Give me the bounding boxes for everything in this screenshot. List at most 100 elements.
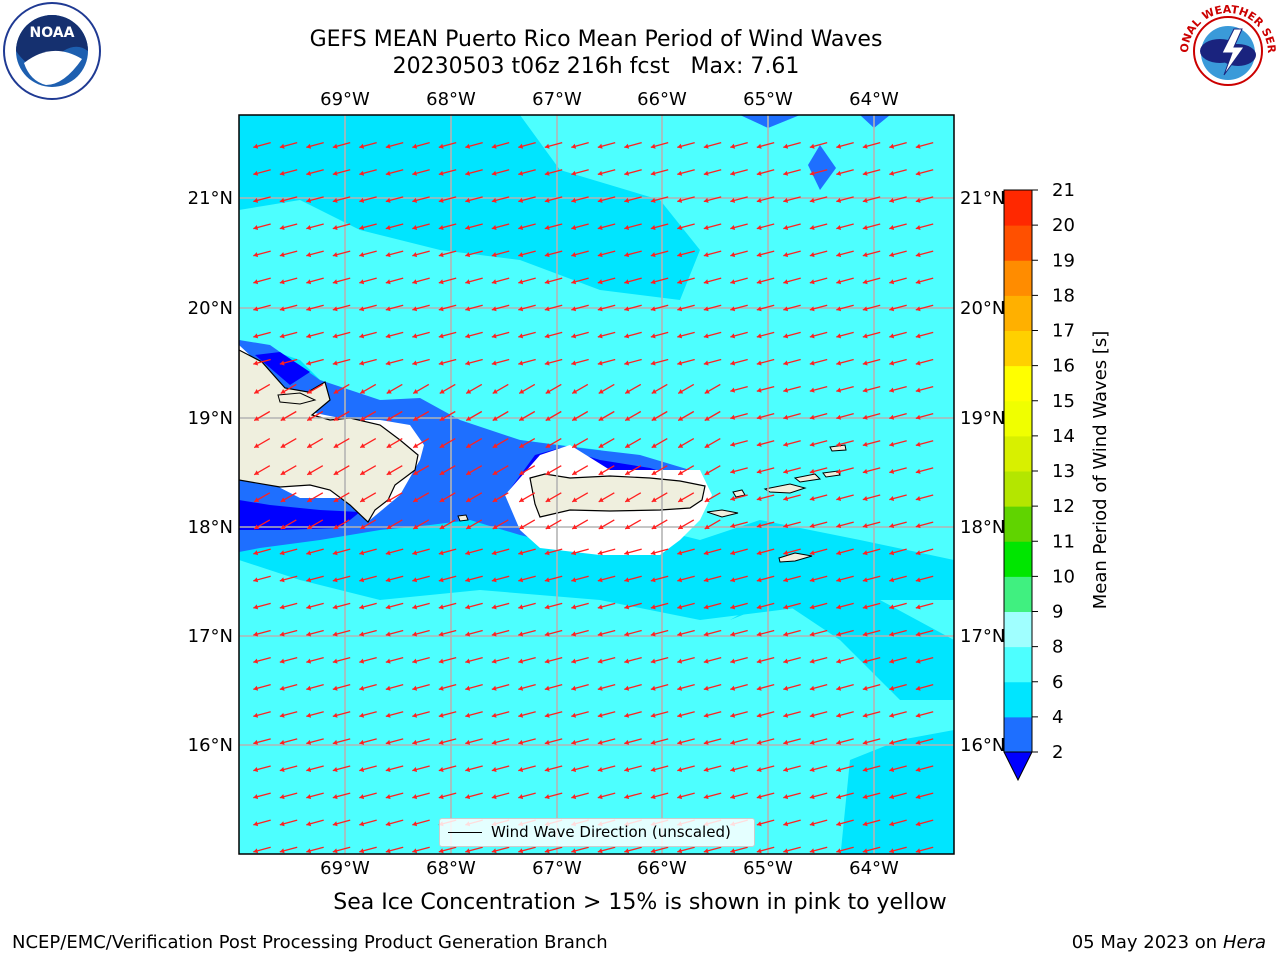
wave-direction-arrowhead (651, 443, 657, 448)
wave-direction-arrowhead (915, 143, 921, 149)
wave-direction-arrowhead (492, 416, 498, 421)
wave-direction-arrowhead (332, 685, 338, 691)
wave-direction-arrowhead (359, 604, 365, 610)
wave-direction-arrowhead (836, 279, 842, 285)
wave-direction-arrowhead (306, 550, 312, 556)
lon-label-bottom-3: 67°W (532, 858, 582, 879)
wave-direction-arrowhead (650, 360, 656, 366)
wave-direction-arrowhead (915, 523, 921, 529)
wave-direction-arrowhead (756, 496, 762, 502)
lon-label-top-3: 67°W (532, 89, 582, 110)
colorbar-tick-label: 18 (1052, 285, 1075, 306)
wave-direction-arrowhead (518, 631, 524, 637)
wave-direction-arrowhead (332, 550, 338, 556)
wave-direction-arrowhead (544, 604, 550, 610)
wave-direction-arrowhead (624, 631, 630, 637)
chart-subtitle: 20230503 t06z 216h fcst Max: 7.61 (392, 54, 800, 79)
wave-direction-arrowhead (333, 470, 339, 475)
wave-direction-arrowhead (597, 577, 603, 583)
wave-direction-arrowhead (332, 306, 338, 312)
footer-date-text: 05 May 2023 on (1071, 932, 1218, 953)
wave-direction-arrowhead (703, 197, 709, 203)
wave-direction-arrowhead (915, 631, 921, 637)
wave-direction-arrowhead (519, 389, 525, 394)
wave-direction-arrowhead (253, 279, 259, 285)
wave-direction-arrowhead (412, 577, 418, 583)
wave-direction-arrowhead (756, 604, 762, 610)
wave-direction-arrowhead (862, 685, 868, 691)
wave-direction-arrowhead (756, 658, 762, 664)
wave-direction-arrowhead (465, 577, 471, 583)
wave-direction-arrowhead (307, 443, 313, 448)
wave-direction-arrowhead (279, 225, 285, 231)
wave-direction-arrowhead (572, 416, 578, 421)
wave-direction-arrowhead (783, 441, 789, 447)
wave-direction-arrowhead (836, 631, 842, 637)
wave-direction-arrowhead (915, 225, 921, 231)
wave-direction-arrowhead (703, 360, 709, 366)
lat-label-left-4: 18°N (188, 517, 233, 538)
legend-line-icon (448, 832, 482, 833)
wave-direction-arrowhead (783, 360, 789, 366)
wave-direction-arrowhead (385, 360, 391, 366)
wave-direction-arrowhead (465, 170, 471, 176)
wave-direction-arrowhead (730, 712, 736, 718)
wave-direction-arrowhead (279, 631, 285, 637)
wave-direction-arrowhead (465, 333, 471, 339)
wave-direction-arrowhead (889, 848, 895, 854)
wave-direction-arrowhead (756, 225, 762, 231)
wave-direction-arrowhead (438, 143, 444, 149)
wave-direction-arrowhead (650, 225, 656, 231)
colorbar-segment (1004, 260, 1032, 296)
wave-direction-arrowhead (545, 470, 551, 475)
colorbar-segment (1004, 190, 1032, 226)
wave-direction-arrowhead (412, 794, 418, 800)
colorbar-tick-label: 12 (1052, 496, 1075, 517)
culebra-island (732, 489, 746, 498)
wave-direction-arrowhead (279, 712, 285, 718)
wave-direction-arrowhead (385, 143, 391, 149)
wave-direction-arrowhead (889, 685, 895, 691)
wave-direction-arrowhead (307, 497, 313, 502)
wave-direction-arrowhead (332, 225, 338, 231)
wave-direction-arrowhead (677, 143, 683, 149)
wave-direction-arrowhead (783, 496, 789, 502)
wave-direction-arrowhead (253, 306, 259, 312)
wave-direction-arrowhead (439, 524, 445, 529)
wave-direction-arrowhead (385, 712, 391, 718)
wave-direction-arrowhead (889, 441, 895, 447)
wave-direction-arrowhead (491, 577, 497, 583)
wave-direction-arrowhead (862, 360, 868, 366)
wave-direction-arrowhead (862, 739, 868, 745)
wave-direction-arrowhead (572, 497, 578, 502)
wave-direction-arrowhead (279, 143, 285, 149)
wave-direction-arrowhead (571, 685, 577, 691)
wave-direction-arrowhead (809, 604, 815, 610)
wave-direction-arrowhead (465, 767, 471, 773)
colorbar-tick-label: 17 (1052, 321, 1075, 342)
wave-direction-arrowhead (571, 604, 577, 610)
wave-direction-arrowhead (438, 225, 444, 231)
wave-direction-arrowhead (915, 848, 921, 854)
wave-direction-arrowhead (677, 712, 683, 718)
wave-direction-arrowhead (438, 848, 444, 854)
wave-direction-arrowhead (730, 333, 736, 339)
wave-direction-arrowhead (703, 685, 709, 691)
wave-direction-arrowhead (730, 631, 736, 637)
colorbar-tick-label: 2 (1052, 742, 1063, 763)
wave-direction-arrowhead (915, 739, 921, 745)
wave-direction-arrowhead (809, 252, 815, 258)
wave-direction-arrowhead (730, 658, 736, 664)
wave-direction-arrowhead (677, 577, 683, 583)
wave-direction-arrowhead (253, 333, 259, 339)
wave-direction-arrowhead (730, 225, 736, 231)
wave-direction-arrowhead (306, 604, 312, 610)
wave-direction-arrowhead (889, 794, 895, 800)
wave-direction-arrowhead (306, 252, 312, 258)
colorbar-segment (1004, 506, 1032, 542)
wave-direction-arrowhead (544, 197, 550, 203)
wave-direction-arrowhead (412, 306, 418, 312)
wave-direction-arrowhead (836, 441, 842, 447)
wave-direction-arrowhead (597, 794, 603, 800)
wave-direction-arrowhead (756, 387, 762, 393)
